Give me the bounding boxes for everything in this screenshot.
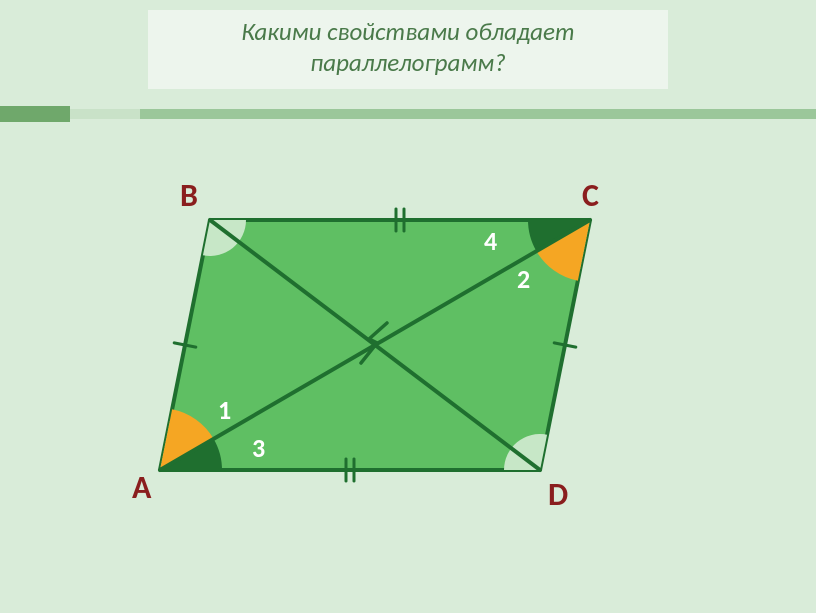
vertex-label-b: B xyxy=(180,176,198,215)
vertex-label-a: A xyxy=(132,468,151,507)
vertex-label-d: D xyxy=(548,475,568,514)
vertex-label-c: C xyxy=(582,176,599,215)
parallelogram-figure xyxy=(0,0,816,613)
angle-label-2: 2 xyxy=(517,263,530,295)
slide: Какими свойствами обладает параллелограм… xyxy=(0,0,816,613)
angle-label-3: 3 xyxy=(252,432,265,464)
angle-label-4: 4 xyxy=(484,225,497,257)
angle-label-1: 1 xyxy=(218,394,231,426)
